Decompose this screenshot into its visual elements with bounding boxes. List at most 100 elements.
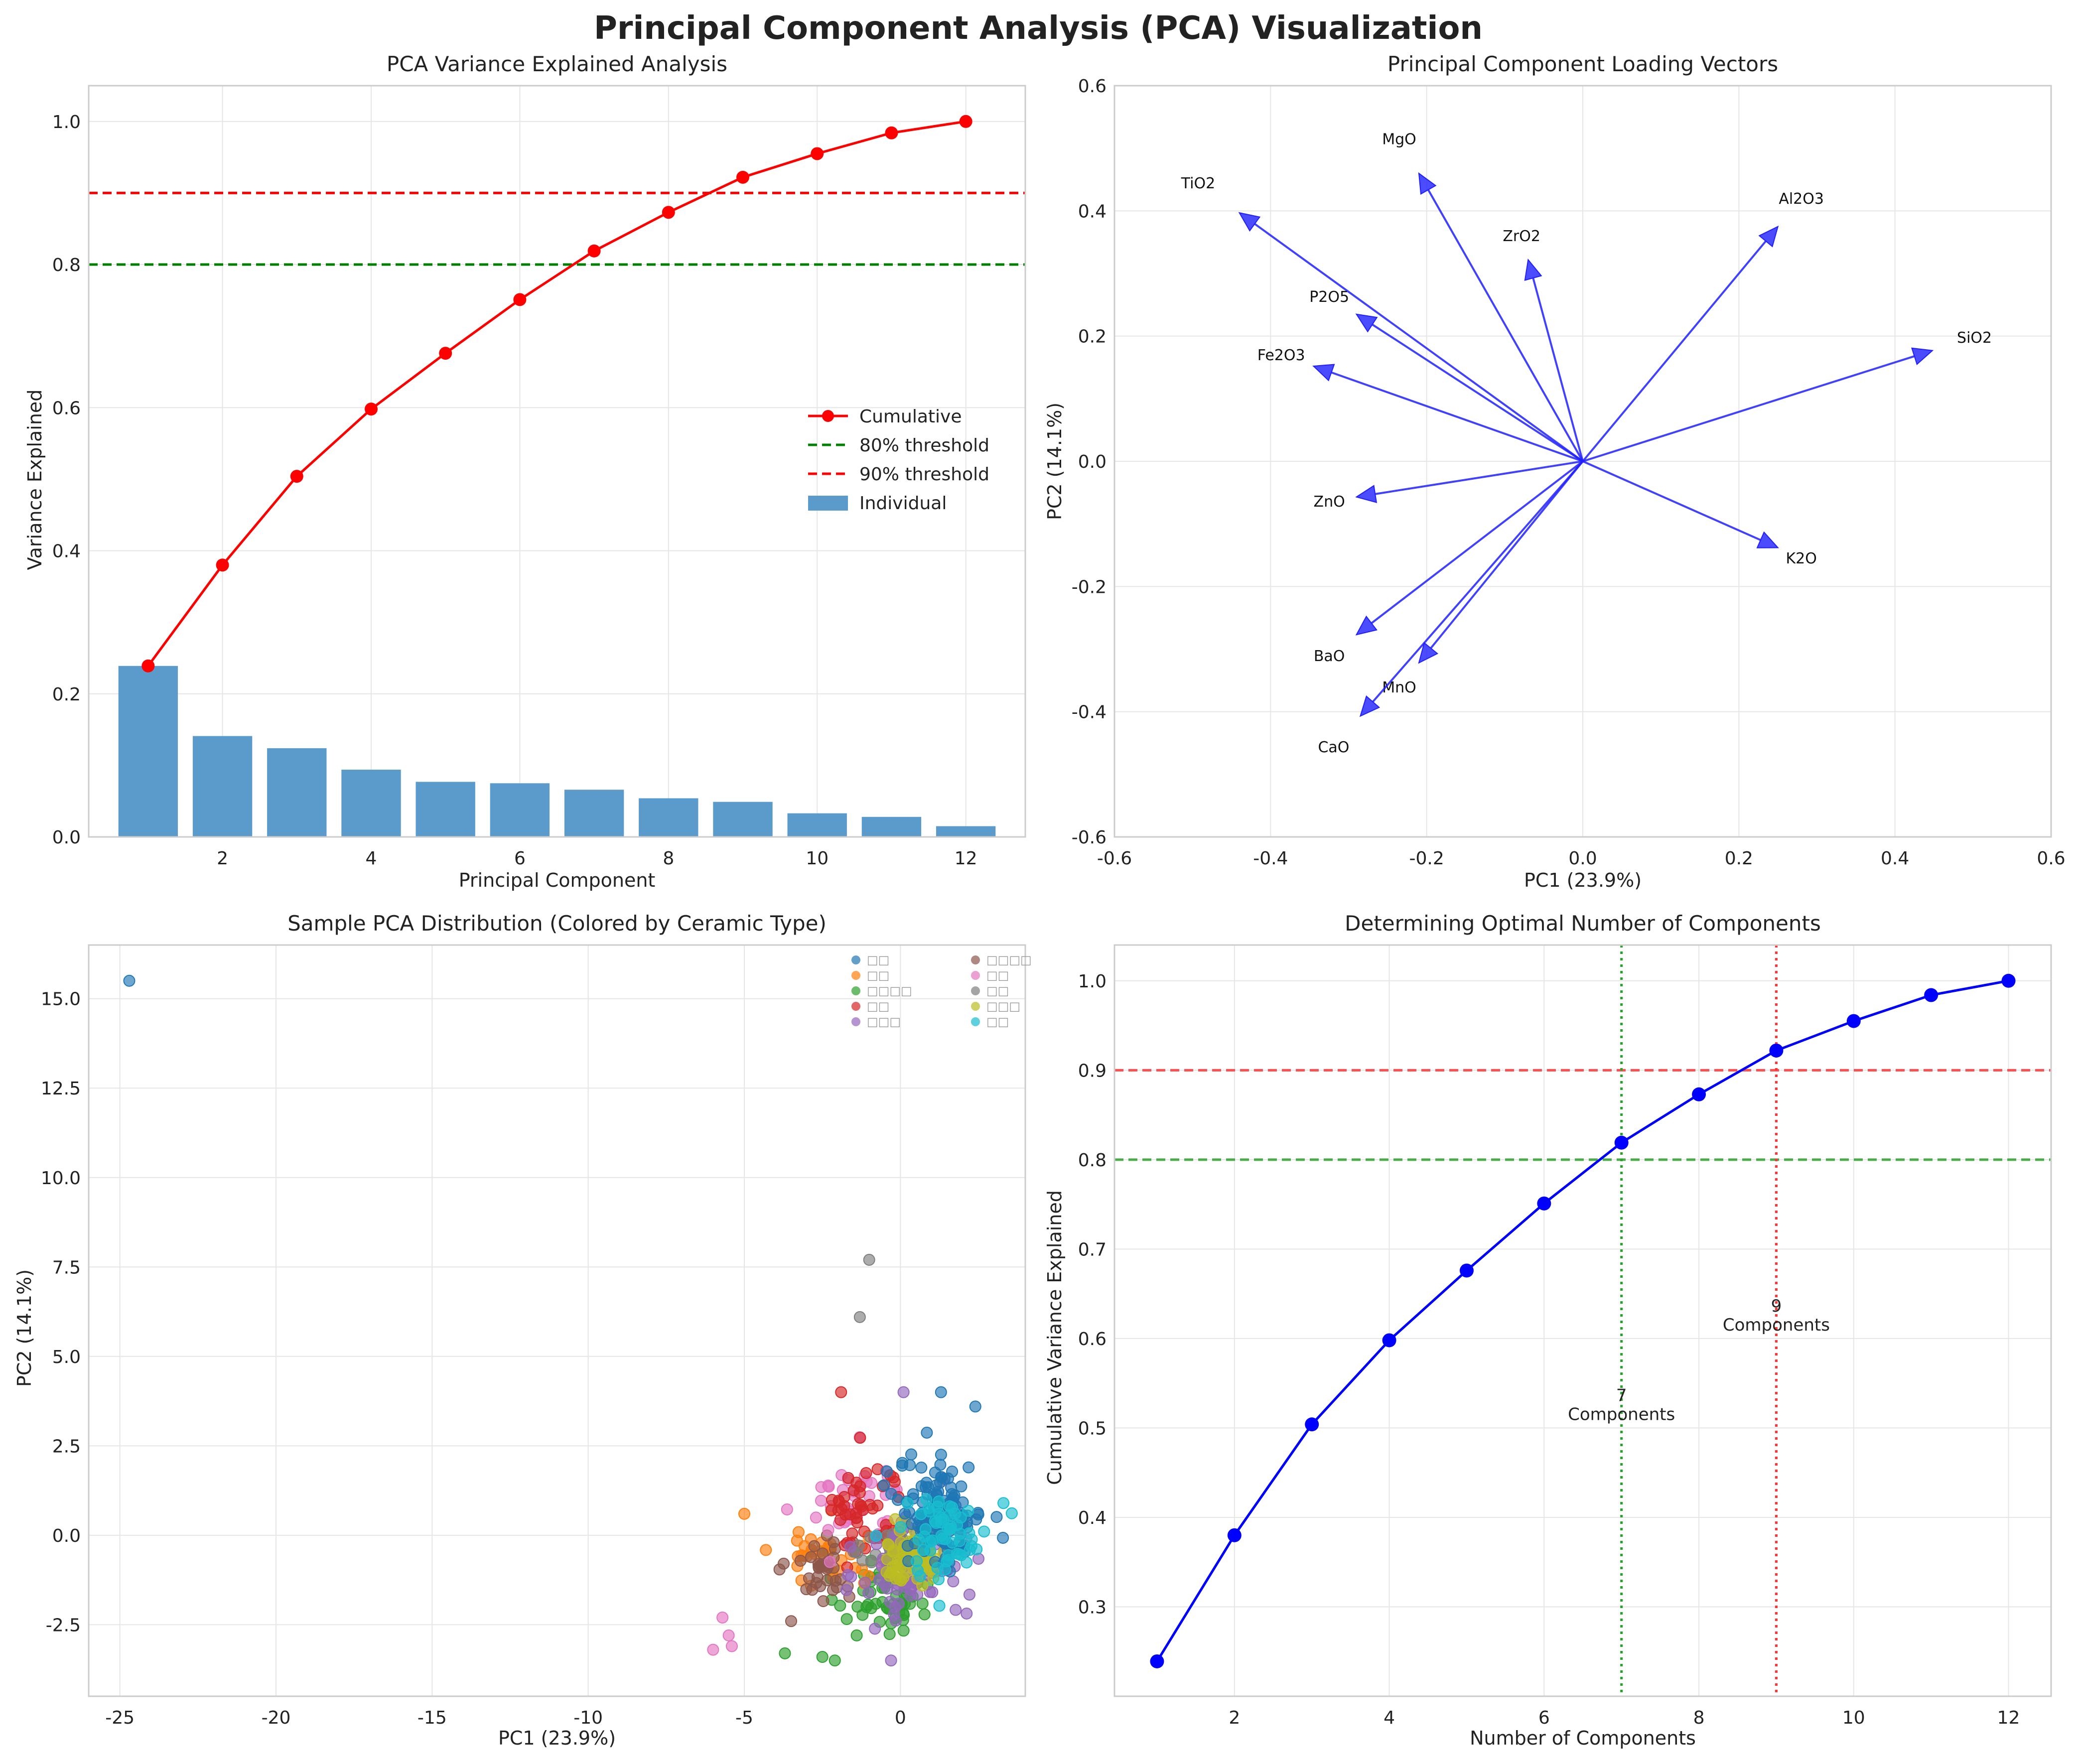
loading-label: TiO2 — [1181, 175, 1215, 192]
sample-point — [815, 1481, 828, 1493]
legend-marker — [851, 1002, 860, 1011]
y-tick-label: -0.6 — [1072, 827, 1107, 848]
sample-point — [785, 1615, 797, 1628]
sample-point — [716, 1612, 729, 1624]
x-tick-label: 0.2 — [1725, 848, 1753, 869]
cumulative-point — [885, 126, 898, 139]
axes-frame — [1113, 85, 2052, 838]
sample-point — [905, 1448, 918, 1461]
variance-bar — [787, 813, 847, 837]
sample-point — [722, 1629, 735, 1641]
sample-point — [963, 1461, 975, 1474]
sample-point — [840, 1613, 853, 1626]
loading-arrow-head — [1524, 258, 1542, 281]
sample-point — [779, 1647, 791, 1659]
x-tick-label: 0.6 — [2037, 848, 2065, 869]
loading-arrow-head — [1355, 313, 1378, 333]
y-tick-label: 0.0 — [52, 827, 81, 848]
sample-point — [1005, 1507, 1018, 1519]
x-tick-label: 8 — [663, 848, 674, 869]
x-tick-label: 0.4 — [1881, 848, 1909, 869]
loading-arrow-head — [1418, 172, 1437, 195]
legend-marker — [971, 955, 980, 964]
y-tick-label: 0.8 — [1078, 1150, 1107, 1171]
x-tick-label: 12 — [955, 848, 977, 869]
sample-point — [933, 1600, 946, 1612]
sample-point — [955, 1549, 968, 1561]
legend-80: 80% threshold — [859, 435, 989, 456]
sample-point — [817, 1595, 830, 1608]
scores-xlabel: PC1 (23.9%) — [498, 1727, 616, 1749]
y-tick-label: 0.6 — [1078, 1329, 1107, 1350]
variance-bar — [267, 748, 327, 837]
sample-point — [911, 1555, 923, 1567]
sample-point — [883, 1628, 896, 1640]
legend-label: □□□□ — [867, 984, 912, 998]
optimal-panel: Determining Optimal Number of Components… — [1044, 911, 2052, 1749]
cumulative-variance-point — [1614, 1135, 1629, 1150]
y-tick-label: 0.4 — [52, 542, 81, 562]
vline-label-number: 7 — [1616, 1385, 1627, 1405]
variance-xlabel: Principal Component — [459, 869, 656, 891]
sample-point — [972, 1508, 984, 1521]
sample-point — [893, 1598, 905, 1610]
loading-arrow-shaft — [1331, 371, 1583, 462]
cumulative-point — [364, 403, 378, 416]
loading-arrow-shaft — [1371, 460, 1584, 624]
legend-individual: Individual — [859, 493, 947, 514]
sample-point — [878, 1479, 890, 1492]
legend-marker — [971, 1002, 980, 1011]
variance-bar — [118, 666, 178, 837]
variance-bar — [639, 798, 698, 837]
loading-label: SiO2 — [1957, 329, 1992, 347]
y-tick-label: 0.5 — [1078, 1418, 1107, 1439]
sample-point — [896, 1459, 908, 1472]
cumulative-variance-point — [1382, 1333, 1396, 1348]
y-tick-label: 0.4 — [1078, 1508, 1107, 1528]
sample-point — [834, 1600, 846, 1612]
cumulative-point — [141, 659, 155, 673]
loading-label: ZrO2 — [1503, 228, 1540, 245]
sample-point — [781, 1503, 793, 1515]
sample-point — [901, 1497, 914, 1509]
sample-point — [961, 1607, 973, 1620]
cumulative-variance-line — [1156, 979, 2009, 1662]
sample-point — [865, 1556, 878, 1569]
cumulative-variance-point — [1692, 1087, 1706, 1101]
sample-point — [921, 1426, 933, 1439]
variance-bar — [564, 790, 624, 837]
y-tick-label: 0.9 — [1078, 1061, 1107, 1081]
x-tick-label: -0.2 — [1409, 848, 1444, 869]
loading-arrow-head — [1355, 485, 1378, 503]
sample-point — [885, 1488, 897, 1500]
loading-arrow-shaft — [1430, 460, 1584, 649]
sample-point — [808, 1540, 821, 1552]
sample-point — [924, 1586, 936, 1598]
y-tick-label: 15.0 — [41, 989, 81, 1010]
legend-marker — [851, 1017, 860, 1026]
scores-legend: □□□□□□□□□□□□□□□□□□□□□□□□□□ — [851, 953, 1032, 1029]
sample-point — [935, 1449, 947, 1461]
cumulative-variance-point — [1537, 1196, 1551, 1211]
sample-point — [997, 1531, 1009, 1544]
axes-frame — [88, 85, 1026, 838]
vline-label-text: Components — [1568, 1404, 1675, 1424]
y-tick-label: 0.2 — [52, 684, 81, 705]
sample-point — [850, 1629, 863, 1641]
loading-label: CaO — [1318, 739, 1349, 756]
y-tick-label: 7.5 — [52, 1257, 81, 1278]
x-tick-label: 6 — [1538, 1708, 1550, 1728]
cumulative-variance-point — [2001, 973, 2016, 988]
sample-point — [863, 1253, 875, 1266]
loading-arrow-head — [1756, 531, 1779, 548]
axes-frame — [1113, 944, 2052, 1697]
sample-point — [869, 1623, 881, 1635]
y-tick-label: 0.2 — [1078, 327, 1107, 347]
loading-label: Fe2O3 — [1257, 347, 1305, 364]
y-tick-label: 10.0 — [41, 1168, 81, 1189]
sample-point — [829, 1543, 841, 1555]
sample-point — [859, 1577, 871, 1589]
cumulative-variance-point — [1924, 988, 1939, 1002]
loading-label: MnO — [1382, 679, 1416, 696]
